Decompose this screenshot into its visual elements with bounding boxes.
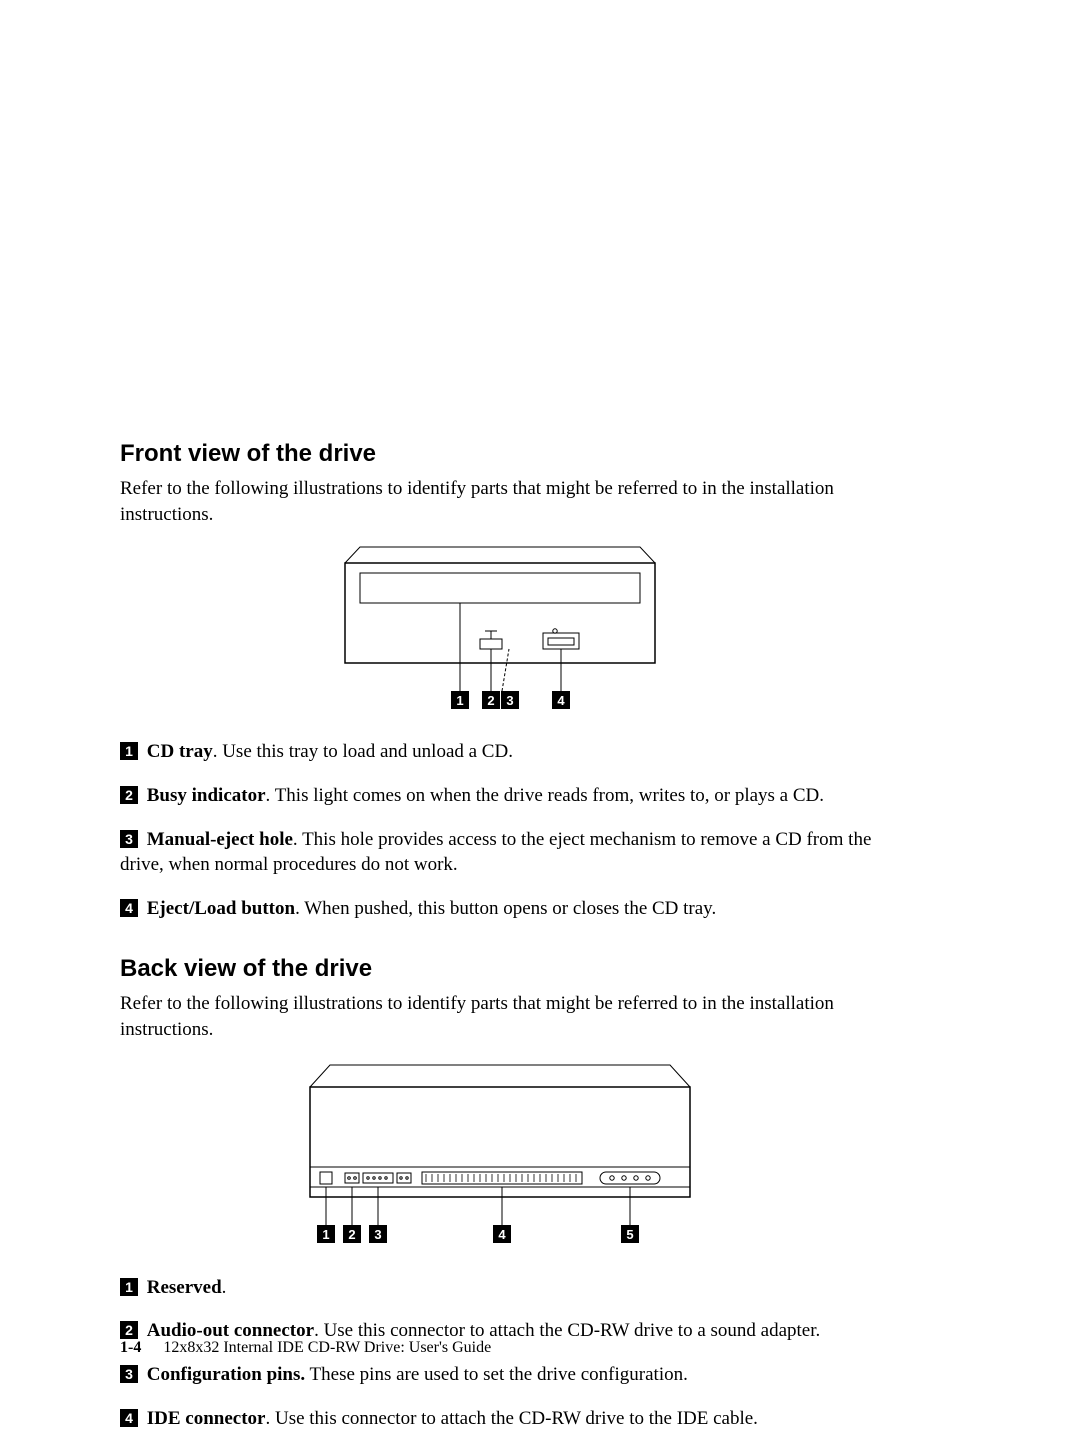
front-callout-2: 2 Busy indicator. This light comes on wh… (120, 783, 880, 809)
page-content: Front view of the drive Refer to the fol… (120, 440, 880, 1449)
callout-sep: . (213, 741, 223, 762)
back-fig-label-1: 1 (322, 1227, 329, 1242)
page-footer: 1-4 12x8x32 Internal IDE CD-RW Drive: Us… (120, 1339, 491, 1357)
callout-head: CD tray (147, 741, 213, 762)
footer-title: 12x8x32 Internal IDE CD-RW Drive: User's… (163, 1339, 491, 1356)
back-callout-1: 1 Reserved. (120, 1275, 880, 1301)
callout-head: Eject/Load button (147, 898, 295, 919)
callout-body: When pushed, this button opens or closes… (304, 898, 716, 919)
front-fig-label-3: 3 (506, 693, 513, 708)
back-view-heading: Back view of the drive (120, 955, 880, 983)
front-view-intro: Refer to the following illustrations to … (120, 476, 880, 527)
callout-body: Use this connector to attach the CD-RW d… (275, 1408, 758, 1429)
front-callouts: 1 CD tray. Use this tray to load and unl… (120, 739, 880, 921)
front-fig-label-2: 2 (487, 693, 494, 708)
callout-number-icon: 1 (120, 742, 138, 760)
callout-body: This light comes on when the drive reads… (275, 785, 824, 806)
callout-number-icon: 1 (120, 1278, 138, 1296)
back-view-figure: 1 2 3 4 5 (260, 1057, 740, 1257)
back-fig-label-5: 5 (626, 1227, 633, 1242)
callout-number-icon: 2 (120, 1321, 138, 1339)
front-view-heading: Front view of the drive (120, 440, 880, 468)
callout-number-icon: 4 (120, 899, 138, 917)
back-callout-3: 3 Configuration pins. These pins are use… (120, 1362, 880, 1388)
callout-head: IDE connector (147, 1408, 266, 1429)
front-callout-4: 4 Eject/Load button. When pushed, this b… (120, 896, 880, 922)
callout-number-icon: 2 (120, 786, 138, 804)
callout-sep: . (266, 785, 275, 806)
callout-sep: . (265, 1408, 275, 1429)
back-view-intro: Refer to the following illustrations to … (120, 991, 880, 1042)
back-fig-label-4: 4 (498, 1227, 506, 1242)
page-number: 1-4 (120, 1339, 141, 1356)
callout-sep: . (222, 1277, 227, 1298)
callout-head: Reserved (147, 1277, 222, 1298)
front-callout-1: 1 CD tray. Use this tray to load and unl… (120, 739, 880, 765)
callout-head: Manual-eject hole (147, 829, 293, 850)
page: Front view of the drive Refer to the fol… (0, 0, 1080, 1397)
callout-body: Use this tray to load and unload a CD. (222, 741, 513, 762)
back-fig-label-2: 2 (348, 1227, 355, 1242)
back-fig-label-3: 3 (374, 1227, 381, 1242)
front-fig-label-1: 1 (456, 693, 463, 708)
front-fig-label-4: 4 (557, 693, 565, 708)
callout-number-icon: 3 (120, 1365, 138, 1383)
back-callout-4: 4 IDE connector. Use this connector to a… (120, 1406, 880, 1432)
callout-number-icon: 4 (120, 1409, 138, 1427)
callout-head: Busy indicator (147, 785, 266, 806)
callout-head: Configuration pins. (147, 1364, 305, 1385)
callout-sep: . (295, 898, 304, 919)
callout-sep: . (293, 829, 302, 850)
callout-body: These pins are used to set the drive con… (310, 1364, 688, 1385)
front-callout-3: 3 Manual-eject hole. This hole provides … (120, 827, 880, 878)
front-view-figure: 1 2 3 4 (285, 541, 715, 721)
callout-number-icon: 3 (120, 830, 138, 848)
